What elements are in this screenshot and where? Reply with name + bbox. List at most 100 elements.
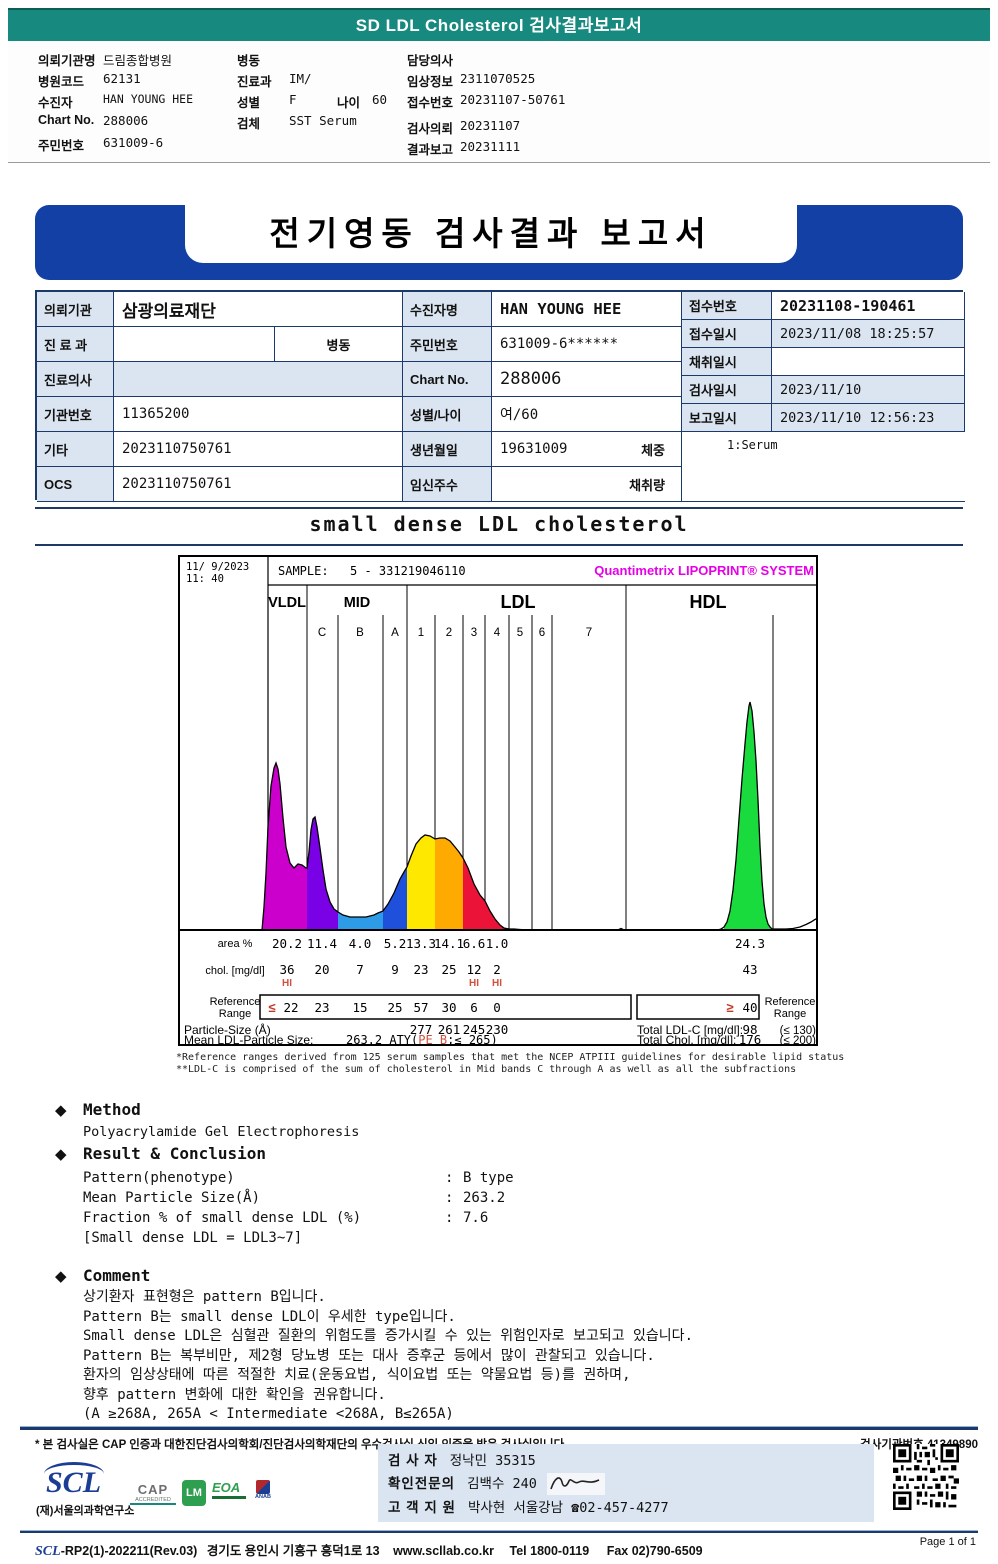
- result-value: 263.2: [463, 1190, 506, 1206]
- field-value: 드림종합병원: [103, 53, 173, 68]
- row-label-area: area %: [218, 938, 253, 950]
- table-label: 생년월일: [403, 432, 492, 467]
- table-value: 2023110750761: [114, 432, 403, 467]
- sign-label: 확인전문의: [388, 1476, 456, 1491]
- ref-value: 15: [352, 1000, 367, 1015]
- result-note: [Small dense LDL = LDL3~7]: [83, 1230, 303, 1246]
- header-field: Chart No. 288006: [38, 113, 148, 128]
- table-label: 진 료 과: [37, 327, 114, 362]
- header-field: 임상정보 2311070525: [407, 71, 535, 90]
- table-label: 채취일시: [682, 348, 772, 376]
- particle-value: 277: [410, 1022, 433, 1037]
- divider: [35, 544, 963, 546]
- field-label: Chart No.: [38, 113, 95, 127]
- ref-value: 57: [413, 1000, 428, 1015]
- footer-rule-bottom: [20, 1530, 978, 1533]
- table-label: 병동: [275, 327, 403, 362]
- sample-id: 5 - 331219046110: [350, 564, 466, 578]
- band-group-label: VLDL: [268, 595, 306, 611]
- chol-value: 23: [413, 962, 428, 977]
- lm-logo-text: LM: [186, 1487, 202, 1499]
- sign-label: 고 객 지 원: [388, 1500, 456, 1515]
- cap-accredited-icon: CAP ACCREDITED: [130, 1482, 176, 1505]
- subband-label: 5: [517, 627, 523, 639]
- eoa-icon: EOA: [212, 1480, 246, 1506]
- table-value: 2023/11/10: [772, 376, 965, 404]
- header-field: 수진자 HAN YOUNG HEE: [38, 92, 193, 111]
- tel: Tel 1800-0119: [509, 1544, 590, 1558]
- band-group-label: HDL: [690, 592, 727, 612]
- doc-code: -RP2(1)-202211(Rev.03): [60, 1544, 198, 1558]
- chart-date: 11/ 9/2023: [186, 561, 249, 573]
- ref-value: 6: [470, 1000, 478, 1015]
- ref-range-label: Range: [219, 1008, 251, 1020]
- band-group-label: LDL: [501, 592, 536, 612]
- ge-symbol: ≥: [726, 1000, 733, 1015]
- field-value: 62131: [103, 71, 141, 86]
- comment-line: (A ≥268A, 265A < Intermediate <268A, B≤2…: [83, 1406, 454, 1422]
- field-label: 성별: [237, 96, 261, 110]
- result-label: Pattern(phenotype): [83, 1170, 235, 1186]
- table-value: 11365200: [114, 397, 403, 432]
- total-chol-ref: (≤ 200): [780, 1035, 817, 1046]
- sign-value: 정낙민 35315: [449, 1453, 536, 1469]
- signature-row: 고 객 지 원 박사현 서울강남 ☎02-457-4277: [388, 1496, 669, 1517]
- table-label: Chart No.: [403, 362, 492, 397]
- header-field: 주민번호 631009-6: [38, 135, 163, 154]
- particle-value: 245: [463, 1022, 486, 1037]
- area-value: 14.1: [434, 936, 464, 951]
- table-value: 삼광의료재단: [114, 292, 403, 327]
- cap-logo-text: CAP: [137, 1482, 169, 1497]
- result-row: Pattern(phenotype): B type: [83, 1170, 514, 1186]
- field-value: 2311070525: [460, 71, 536, 86]
- area-value: 11.4: [307, 936, 337, 951]
- total-chol-label: Total Chol. [mg/dl]:: [637, 1033, 736, 1046]
- signature-row: 검 사 자 정낙민 35315: [388, 1449, 536, 1470]
- anab-icon: ANAB: [252, 1480, 274, 1506]
- website: www.scllab.co.kr: [393, 1544, 495, 1558]
- chol-value: 36: [279, 962, 294, 977]
- chart-time: 11: 40: [186, 573, 224, 585]
- sign-value: 박사현 서울강남 ☎02-457-4277: [467, 1500, 669, 1516]
- table-label: 기타: [37, 432, 114, 467]
- total-ldl-ref: (≤ 130): [780, 1025, 817, 1037]
- field-value: 20231107: [460, 118, 521, 133]
- mid-a-fill: [383, 867, 407, 930]
- eoa-logo-text: EOA: [212, 1480, 241, 1495]
- total-ldl-value: 98: [742, 1022, 757, 1037]
- table-value: 2023/11/10 12:56:23: [772, 404, 965, 432]
- header-field: 성별 F 나이 60: [237, 92, 387, 111]
- mean-size-value: 263.2 ATY(PE B;≤ 265): [346, 1033, 498, 1046]
- field-value: 20231111: [460, 139, 521, 154]
- footnote-line: **LDL-C is comprised of the sum of chole…: [176, 1064, 797, 1075]
- ref-box-hdl: [636, 994, 760, 1020]
- subband-label: 7: [586, 627, 592, 639]
- table-label: 기관번호: [37, 397, 114, 432]
- ref-value: 0: [493, 1000, 501, 1015]
- table-label: OCS: [37, 467, 114, 502]
- electrophoresis-title: 전기영동 검사결과 보고서: [269, 215, 713, 252]
- field-label: 수진자: [38, 96, 73, 110]
- chol-value: 7: [356, 962, 364, 977]
- area-value: 13.3: [406, 936, 436, 951]
- field-value: 631009-6: [103, 135, 164, 150]
- weight-label: 체중: [641, 442, 665, 458]
- header-field: 검체 SST Serum: [237, 113, 357, 132]
- ref-value: 25: [387, 1000, 402, 1015]
- ref-value: 40: [742, 1000, 757, 1015]
- comment-line: Small dense LDL은 심혈관 질환의 위험도를 증가시킬 수 있는 …: [83, 1328, 693, 1344]
- comment-line: Pattern B는 복부비만, 제2형 당뇨병 또는 대사 증후군 등에서 많…: [83, 1347, 655, 1364]
- chart-footnotes: *Reference ranges derived from 125 serum…: [176, 1052, 856, 1076]
- table-label: 주민번호: [403, 327, 492, 362]
- field-label: 결과보고: [407, 143, 454, 157]
- result-row: Mean Particle Size(Å):263.2: [83, 1190, 505, 1206]
- chol-value: 25: [441, 962, 456, 977]
- comment-title: Comment: [83, 1266, 151, 1285]
- field-value: 20231107-50761: [460, 92, 566, 107]
- total-ldl-label: Total LDL-C [mg/dl]:: [637, 1023, 743, 1037]
- ref-box-main: [259, 994, 632, 1020]
- birthdate-value: 19631009: [500, 441, 568, 457]
- chart-border: [178, 555, 818, 1046]
- table-label: 임신주수: [403, 467, 492, 502]
